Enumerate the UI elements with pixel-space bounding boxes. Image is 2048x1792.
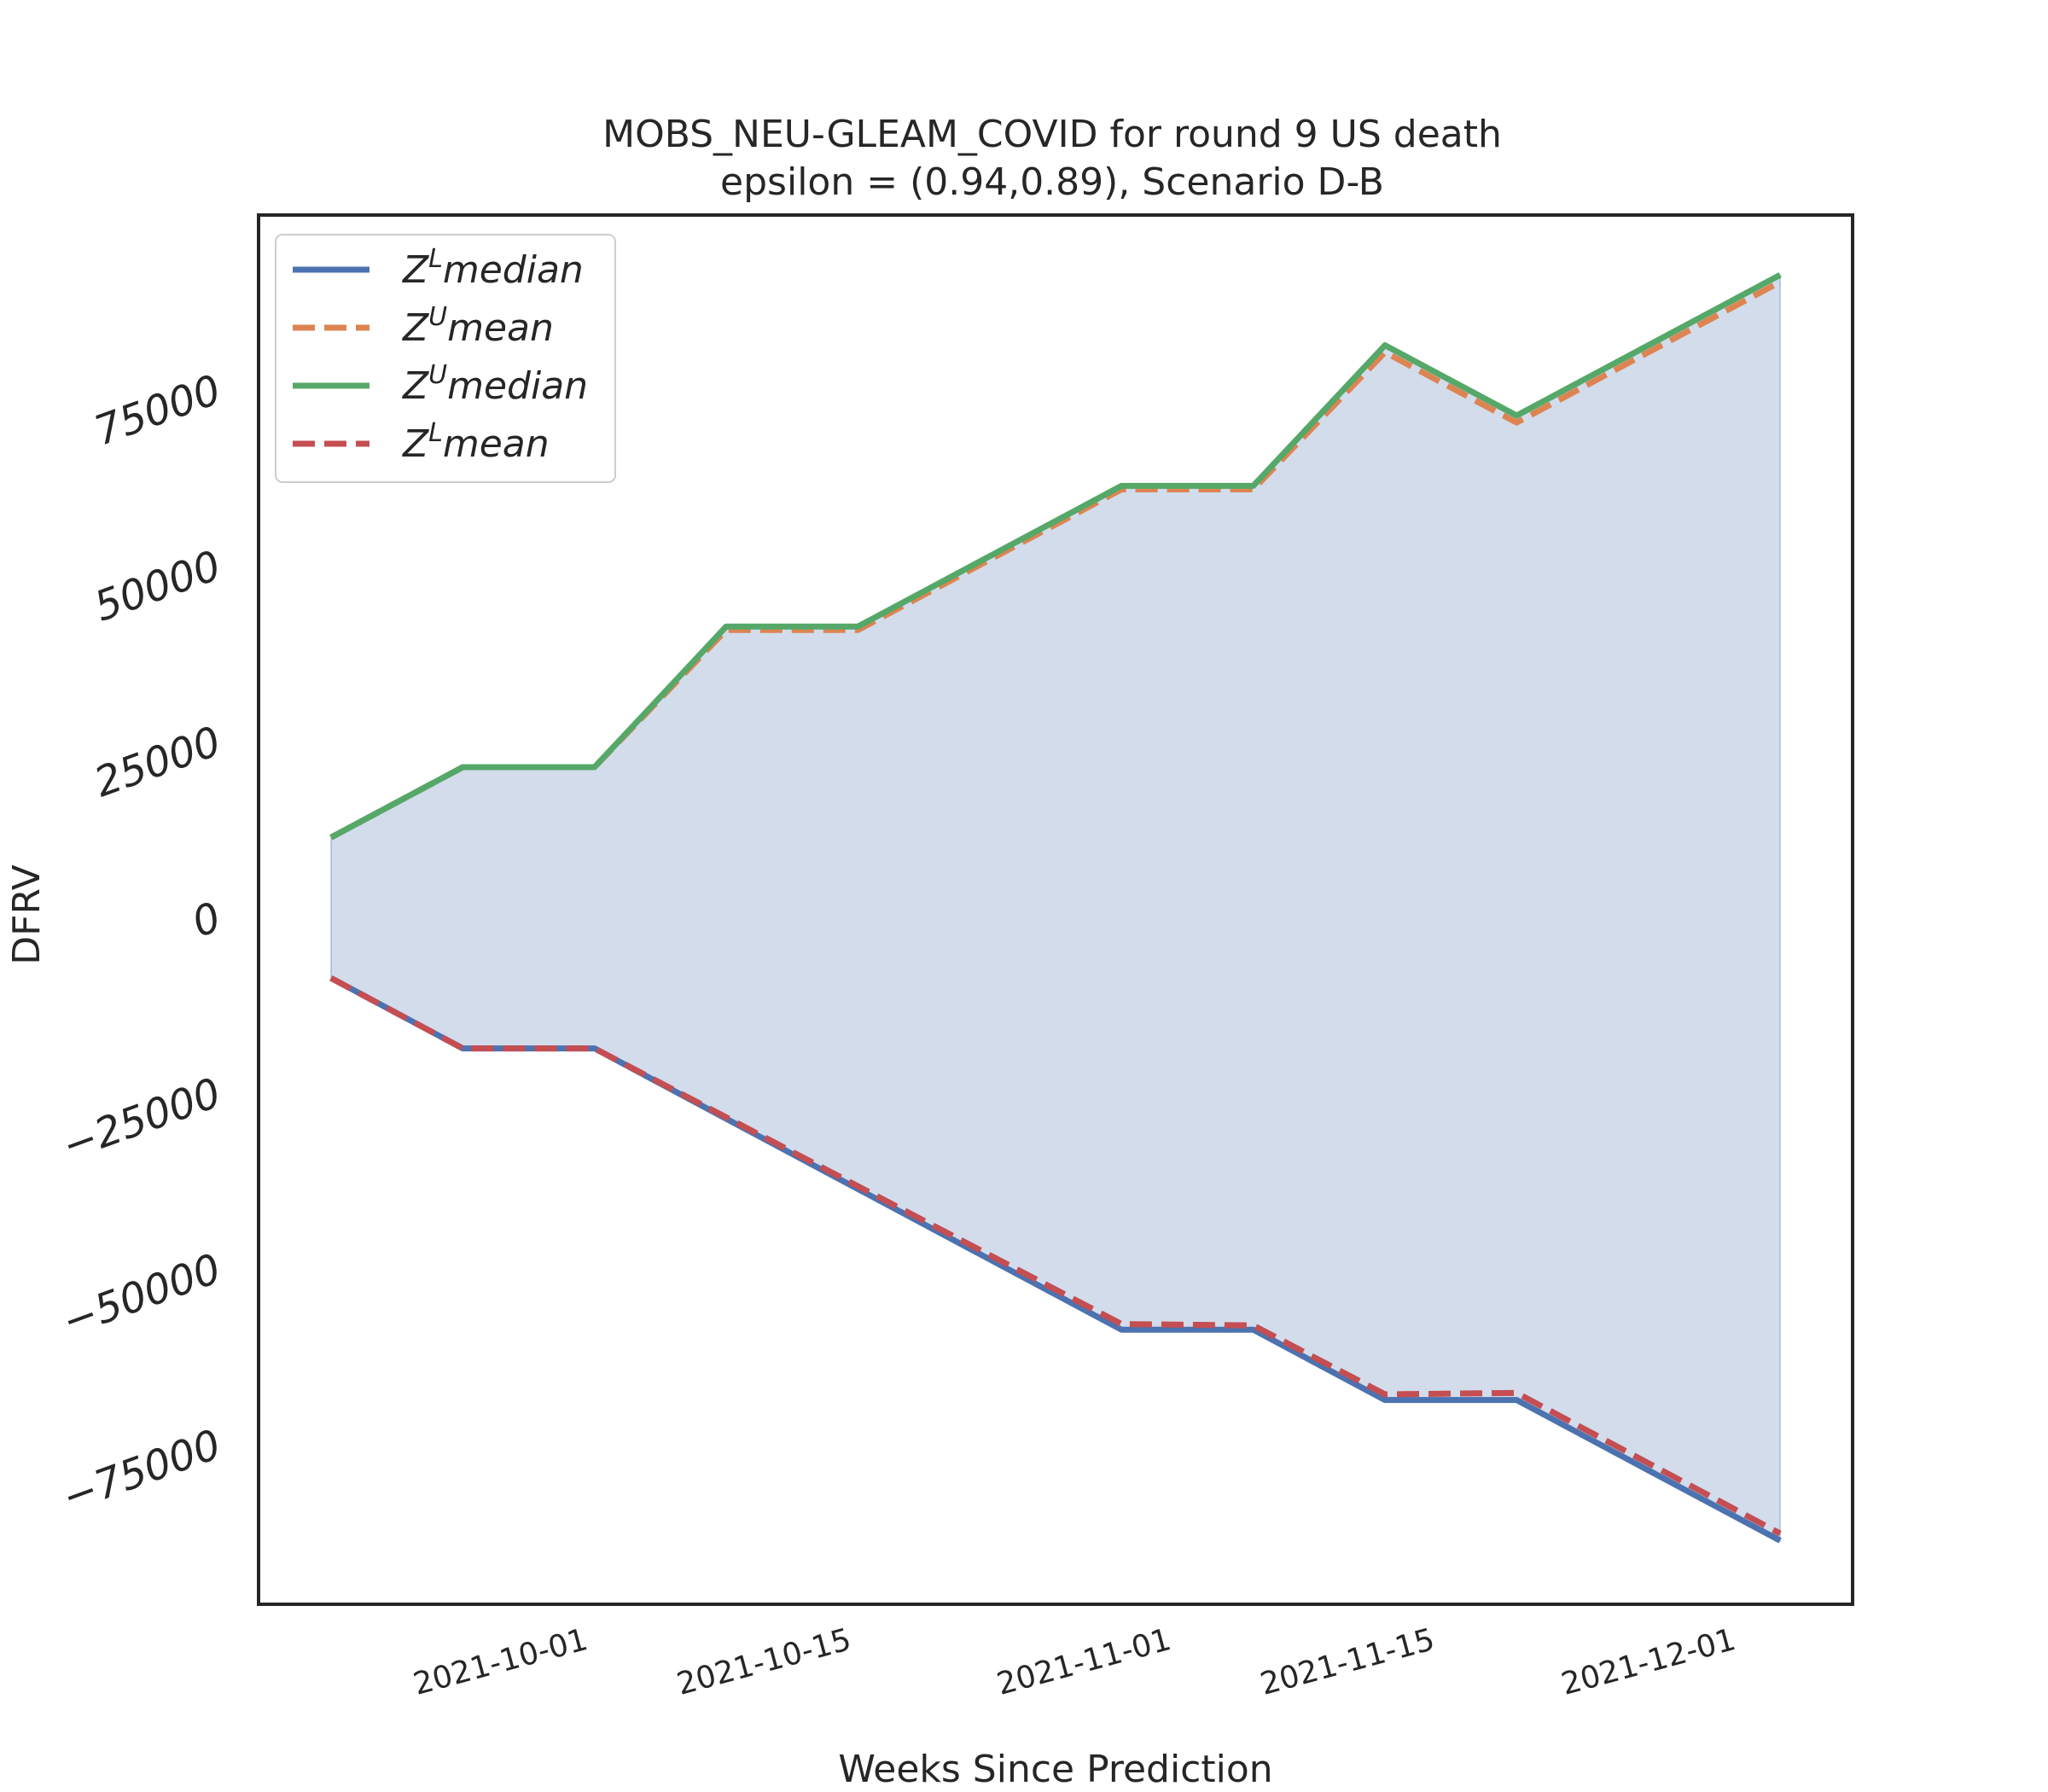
x-tick-label: 2021-10-15 [673, 1622, 855, 1702]
x-tick-label: 2021-10-01 [410, 1622, 591, 1702]
y-tick-label: 25000 [88, 718, 227, 807]
y-tick-labels: −75000 −50000 −25000 0 25000 50000 75000 [56, 366, 227, 1522]
legend-label: ZLmedian [402, 244, 584, 292]
legend-label: ZLmean [402, 418, 550, 466]
x-tick-labels: 2021-10-01 2021-10-15 2021-11-01 2021-11-15… [410, 1622, 1739, 1702]
x-tick-label: 2021-12-01 [1558, 1622, 1740, 1702]
y-tick-label: 75000 [88, 366, 227, 456]
axes-frame [257, 213, 1854, 1606]
y-tick-label: −50000 [56, 1245, 227, 1347]
chart-title: MOBS_NEU-GLEAM_COVID for round 9 US deat… [602, 113, 1502, 156]
y-tick-label: 50000 [88, 542, 227, 631]
plot-area [329, 272, 1782, 1544]
legend-label: ZUmean [402, 302, 554, 350]
x-tick-label: 2021-11-01 [993, 1622, 1175, 1702]
y-axis-label: DFRV [5, 864, 49, 964]
x-tick-label: 2021-11-15 [1257, 1622, 1439, 1702]
chart-subtitle: epsilon = (0.94,0.89), Scenario D-B [720, 160, 1384, 204]
legend: ZLmedian ZUmean ZUmedian ZLmean [275, 234, 616, 483]
y-tick-label: 0 [186, 893, 227, 947]
x-axis-label: Weeks Since Prediction [838, 1748, 1272, 1791]
y-tick-label: −75000 [56, 1421, 227, 1522]
series-line-3 [329, 272, 1782, 841]
y-tick-label: −25000 [56, 1069, 227, 1171]
series-line-4 [329, 975, 1782, 1537]
legend-box [275, 234, 616, 483]
legend-label: ZUmedian [402, 360, 588, 408]
